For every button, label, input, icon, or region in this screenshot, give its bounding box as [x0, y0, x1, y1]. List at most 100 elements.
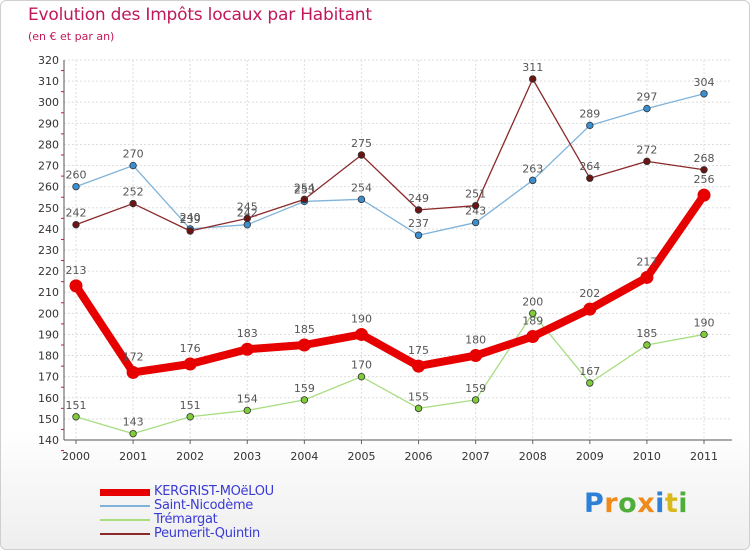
data-label: 202	[579, 287, 600, 300]
data-point	[243, 220, 251, 229]
legend-label: Peumerit-Quintin	[154, 526, 260, 541]
data-label: 190	[694, 316, 715, 329]
proxiti-logo: Proxiti	[584, 488, 688, 519]
x-tick-label: 2008	[519, 450, 547, 463]
data-label: 190	[351, 312, 372, 325]
x-tick-label: 2011	[690, 450, 718, 463]
data-label: 154	[237, 392, 258, 405]
data-point	[586, 379, 594, 387]
y-tick-label: 210	[38, 286, 59, 299]
y-tick-label: 200	[38, 307, 59, 320]
data-label: 311	[522, 61, 543, 74]
data-point	[583, 302, 597, 316]
logo-letter: P	[584, 488, 605, 519]
y-tick-label: 160	[38, 392, 59, 405]
y-tick-label: 250	[38, 202, 59, 215]
data-point	[72, 182, 80, 191]
data-label: 217	[636, 255, 657, 268]
data-point	[471, 218, 480, 227]
y-tick-label: 230	[38, 244, 59, 257]
y-tick-label: 150	[38, 413, 59, 426]
data-label: 263	[522, 162, 543, 175]
legend-label: KERGRIST-MOëLOU	[154, 484, 274, 499]
data-point	[354, 327, 368, 341]
x-tick-label: 2000	[62, 450, 90, 463]
data-point	[243, 214, 251, 223]
data-label: 297	[636, 91, 657, 104]
data-label: 159	[294, 382, 315, 395]
x-tick-label: 2009	[576, 450, 604, 463]
data-label: 151	[180, 399, 201, 412]
data-point	[412, 359, 426, 373]
chart-title: Evolution des Impôts locaux par Habitant	[28, 5, 372, 25]
data-point	[471, 396, 480, 404]
x-tick-label: 2006	[405, 450, 433, 463]
legend-swatch	[100, 489, 150, 496]
data-point	[357, 151, 366, 159]
data-label: 185	[294, 323, 315, 336]
y-tick-label: 190	[38, 328, 59, 341]
data-label: 254	[294, 181, 315, 194]
data-label: 143	[123, 416, 144, 429]
data-point	[414, 206, 423, 214]
data-point	[72, 220, 80, 229]
data-point	[126, 365, 140, 379]
data-label: 213	[66, 264, 87, 277]
y-tick-label: 270	[38, 160, 59, 173]
data-point	[243, 406, 251, 415]
x-tick-label: 2003	[233, 450, 261, 463]
data-point	[129, 429, 137, 438]
x-tick-label: 2002	[176, 450, 204, 463]
data-label: 170	[351, 359, 372, 372]
data-label: 159	[465, 382, 486, 395]
data-label: 172	[123, 350, 144, 363]
series-line	[72, 192, 708, 377]
y-tick-label: 180	[38, 350, 59, 363]
data-point	[586, 174, 594, 182]
chart-subtitle: (en € et par an)	[28, 30, 115, 43]
x-tick-label: 2007	[462, 450, 490, 463]
data-label: 304	[694, 76, 715, 89]
data-point	[300, 396, 309, 404]
y-tick-label: 140	[38, 434, 59, 447]
y-tick-label: 300	[38, 96, 59, 109]
data-point	[183, 357, 197, 371]
data-label: 242	[66, 207, 87, 220]
data-label: 245	[237, 200, 258, 213]
data-label: 289	[579, 107, 600, 120]
data-label: 270	[123, 148, 144, 161]
data-point	[357, 195, 366, 204]
data-label: 272	[636, 143, 657, 156]
data-label: 240	[180, 211, 201, 224]
data-point	[526, 330, 540, 344]
legend-label: Saint-Nicodème	[154, 498, 254, 513]
data-point	[697, 188, 711, 202]
data-label: 239	[180, 213, 201, 226]
legend-swatch	[100, 533, 150, 535]
x-tick-label: 2004	[290, 450, 318, 463]
data-label: 254	[351, 181, 372, 194]
data-point	[471, 201, 480, 210]
logo-letter: o	[618, 488, 638, 519]
data-point	[700, 90, 708, 98]
data-point	[643, 104, 651, 113]
data-point	[700, 166, 708, 174]
data-label: 185	[636, 327, 657, 340]
data-point	[357, 372, 366, 381]
data-point	[186, 227, 194, 235]
y-tick-label: 170	[38, 371, 59, 384]
y-tick-label: 320	[38, 54, 59, 67]
data-label: 237	[408, 217, 429, 230]
series-line	[75, 93, 705, 236]
series-tr-margat: 151 143 151 154 159 170 155 159 200 167 185 190	[66, 295, 715, 438]
series-kergrist-mo-lou: 213 172 176 183 185 190 175 180 189 202 217 256	[66, 173, 715, 379]
data-point	[300, 195, 309, 204]
data-point	[186, 413, 194, 421]
y-tick-label: 220	[38, 265, 59, 278]
data-label: 176	[180, 342, 201, 355]
legend-swatch	[100, 505, 150, 507]
logo-letter: t	[664, 488, 679, 519]
data-label: 252	[123, 186, 144, 199]
series-peumerit-quintin: 242 252 239 245 254 275 249 251 311 264 272 268	[66, 61, 715, 235]
